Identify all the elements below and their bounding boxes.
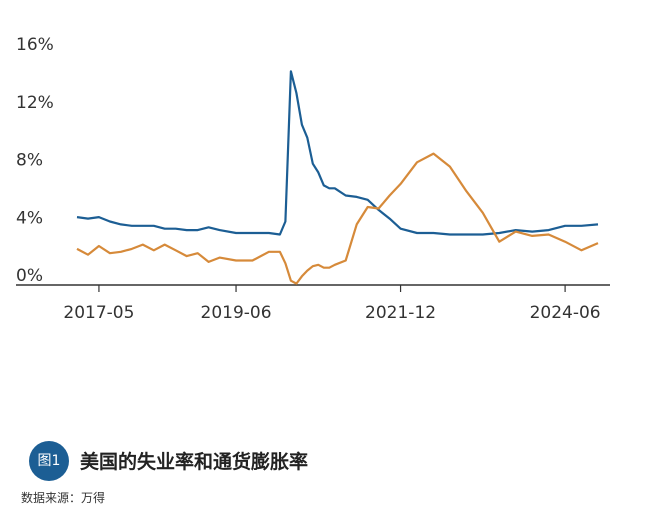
y-tick-label: 0% xyxy=(16,266,43,286)
x-tick-label: 2017-05 xyxy=(63,303,134,323)
figure-source: 数据来源：万得 xyxy=(21,491,106,505)
x-tick-label: 2019-06 xyxy=(201,303,272,323)
figure-badge: 图1 xyxy=(29,441,69,481)
x-tick-label: 2024-06 xyxy=(530,303,601,323)
x-tick-label: 2021-12 xyxy=(365,303,436,323)
figure-title: 美国的失业率和通货膨胀率 xyxy=(80,451,309,473)
series-line-1 xyxy=(76,70,599,236)
y-tick-label: 12% xyxy=(16,93,54,113)
series-line-2 xyxy=(76,152,599,285)
line-chart: 16% 12% 8% 4% 0% 2017-05 2019-06 2021-12 2024-0… xyxy=(16,35,610,323)
y-tick-label: 4% xyxy=(16,208,43,228)
y-tick-label: 16% xyxy=(16,35,54,55)
y-tick-label: 8% xyxy=(16,151,43,171)
